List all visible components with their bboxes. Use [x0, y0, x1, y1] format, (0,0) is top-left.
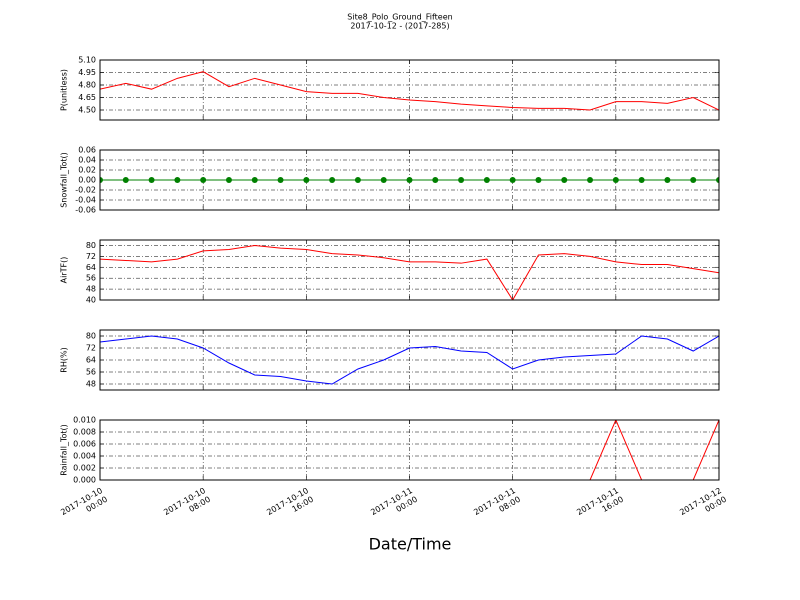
series-marker: [100, 177, 103, 183]
series-marker: [638, 177, 645, 183]
y-tick-label: 72: [86, 344, 96, 353]
series-marker: [380, 177, 387, 183]
y-tick-label: 0.004: [73, 452, 96, 461]
series-marker: [716, 177, 719, 183]
series-marker: [303, 177, 310, 183]
y-tick-label: 0.006: [73, 440, 96, 449]
plot-area: [100, 177, 719, 183]
y-tick-label: 4.80: [78, 81, 96, 90]
y-tick-label: 5.10: [78, 56, 96, 65]
y-tick-label: -0.06: [75, 206, 96, 215]
y-tick-label: 0.008: [73, 428, 96, 437]
series-marker: [354, 177, 361, 183]
y-tick-label: 64: [86, 263, 96, 272]
chart-subtitle: 2017-10-12 - (2017-285): [350, 22, 449, 31]
y-tick-label: 0.06: [78, 146, 96, 155]
y-tick-label: -0.04: [75, 196, 96, 205]
axes-frame: [99, 419, 720, 481]
y-axis-label: RH(%): [60, 347, 69, 372]
y-axis-label: Rainfall_Tot(): [60, 424, 69, 476]
y-tick-label: -0.02: [75, 186, 96, 195]
y-axis-label: AirTF(): [60, 257, 69, 284]
y-tick-label: 0.002: [73, 464, 96, 473]
series-marker: [277, 177, 284, 183]
y-tick-label: 4.65: [78, 93, 96, 102]
y-tick-label: 40: [86, 296, 96, 305]
y-tick-label: 4.50: [78, 106, 96, 115]
y-tick-label: 0.000: [73, 476, 96, 485]
axes-frame: [99, 239, 720, 301]
y-tick-label: 0.04: [78, 156, 96, 165]
y-tick-label: 64: [86, 356, 96, 365]
chart-title: Site8_Polo_Ground_Fifteen: [347, 13, 452, 22]
series-line: [100, 71, 719, 111]
series-marker: [509, 177, 516, 183]
plot-area: [100, 335, 719, 385]
x-axis-label: Date/Time: [369, 535, 452, 554]
y-axis-label: P(unitless): [60, 69, 69, 111]
axes-frame: [99, 329, 720, 391]
y-tick-label: 48: [86, 285, 96, 294]
series-marker: [174, 177, 181, 183]
series-marker: [251, 177, 258, 183]
series-marker: [664, 177, 671, 183]
series-marker: [148, 177, 155, 183]
y-tick-label: 0.010: [73, 416, 96, 425]
series-marker: [535, 177, 542, 183]
series-marker: [406, 177, 413, 183]
plot-area: [100, 244, 719, 300]
y-tick-label: 56: [86, 368, 96, 377]
y-tick-label: 80: [86, 332, 96, 341]
series-marker: [561, 177, 568, 183]
series-marker: [458, 177, 465, 183]
series-marker: [225, 177, 232, 183]
series-marker: [329, 177, 336, 183]
series-marker: [587, 177, 594, 183]
axes-frame: [99, 59, 720, 121]
y-tick-label: 72: [86, 252, 96, 261]
series-marker: [432, 177, 439, 183]
y-tick-label: 0.00: [78, 176, 96, 185]
y-axis-label: Snowfall_Tot(): [60, 152, 69, 208]
series-line: [100, 335, 719, 385]
series-line: [100, 244, 719, 300]
series-marker: [483, 177, 490, 183]
y-tick-label: 80: [86, 241, 96, 250]
series-marker: [612, 177, 619, 183]
plot-area: [100, 71, 719, 111]
series-marker: [200, 177, 207, 183]
y-tick-label: 4.95: [78, 68, 96, 77]
series-marker: [122, 177, 129, 183]
series-marker: [690, 177, 697, 183]
y-tick-label: 48: [86, 380, 96, 389]
y-tick-label: 56: [86, 274, 96, 283]
y-tick-label: 0.02: [78, 166, 96, 175]
axes-frame: [99, 149, 720, 211]
